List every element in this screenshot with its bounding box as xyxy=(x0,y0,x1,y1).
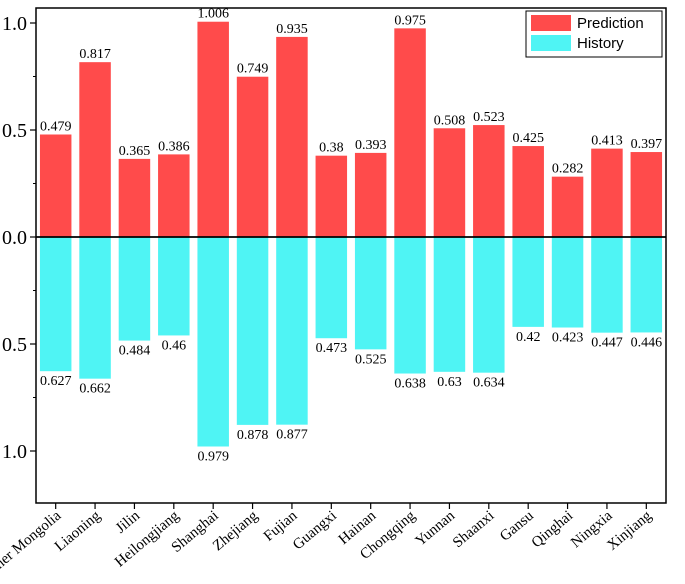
history-bar xyxy=(394,237,426,374)
prediction-value-label: 0.282 xyxy=(552,162,584,177)
legend-swatch xyxy=(531,15,571,31)
prediction-bar xyxy=(79,62,111,237)
axes: 1.0 0.5 0.0 0.5 1.0 xyxy=(2,7,667,509)
prediction-bar xyxy=(236,76,269,238)
history-bar xyxy=(354,237,387,350)
plot-frame xyxy=(35,7,667,504)
history-value-label: 0.634 xyxy=(473,376,505,391)
prediction-value-label: 0.386 xyxy=(158,139,190,154)
history-value-label: 0.979 xyxy=(197,450,229,465)
history-value-label: 0.447 xyxy=(591,336,623,351)
history-value-label: 0.662 xyxy=(79,382,111,397)
history-value-label: 0.525 xyxy=(355,352,387,367)
category-label: Zhejiang xyxy=(210,507,262,554)
prediction-bar xyxy=(433,128,466,237)
prediction-value-label: 0.479 xyxy=(40,119,72,134)
history-bar xyxy=(591,237,623,333)
history-bar xyxy=(158,237,190,336)
history-bar xyxy=(236,237,269,425)
prediction-value-label: 0.508 xyxy=(434,113,466,128)
prediction-bar xyxy=(630,152,663,237)
prediction-bar xyxy=(473,125,505,237)
prediction-bar xyxy=(394,28,426,237)
history-bar xyxy=(39,237,72,372)
history-value-label: 0.423 xyxy=(552,331,584,346)
prediction-bar xyxy=(39,134,72,237)
category-label: Liaoning xyxy=(52,507,104,554)
prediction-bar xyxy=(118,158,151,237)
history-bar xyxy=(512,237,544,327)
prediction-bar xyxy=(512,146,544,237)
prediction-value-label: 0.393 xyxy=(355,138,387,153)
legend-label: Prediction xyxy=(577,15,644,32)
history-bar xyxy=(315,237,348,339)
prediction-value-label: 0.413 xyxy=(591,134,623,149)
prediction-value-label: 0.935 xyxy=(276,22,308,37)
history-value-label: 0.877 xyxy=(276,428,308,443)
y-tick-label: 0.5 xyxy=(2,334,27,356)
history-value-label: 0.46 xyxy=(162,338,187,353)
history-bar xyxy=(197,237,229,447)
category-label: Xinjiang xyxy=(604,507,655,553)
legend-swatch xyxy=(531,35,571,51)
prediction-bar xyxy=(591,148,623,237)
prediction-bar xyxy=(315,155,348,237)
legend-label: History xyxy=(577,35,624,52)
prediction-bar xyxy=(354,152,387,237)
history-bar xyxy=(118,237,151,341)
prediction-value-label: 0.38 xyxy=(319,141,344,156)
history-value-label: 0.42 xyxy=(516,330,541,345)
prediction-bar xyxy=(551,176,584,237)
category-label: Jilin xyxy=(113,507,143,536)
history-bar xyxy=(630,237,663,333)
value-labels: 0.479 0.627 0.817 0.662 0.365 0.484 0.386 0.46 1… xyxy=(40,7,662,465)
prediction-value-label: 0.523 xyxy=(473,110,505,125)
prediction-value-label: 1.006 xyxy=(197,7,229,22)
prediction-bars xyxy=(39,21,663,238)
history-bar xyxy=(551,237,584,328)
category-label: Qinghai xyxy=(529,508,576,551)
y-tick-label: 1.0 xyxy=(2,441,27,463)
prediction-value-label: 0.425 xyxy=(512,131,544,146)
history-value-label: 0.446 xyxy=(631,335,663,350)
prediction-value-label: 0.975 xyxy=(394,13,426,28)
category-label: Shaanxi xyxy=(450,508,497,551)
history-value-label: 0.473 xyxy=(316,341,348,356)
legend: Prediction History xyxy=(525,10,663,58)
prediction-value-label: 0.749 xyxy=(237,62,269,77)
y-tick-label: 1.0 xyxy=(2,13,27,35)
prediction-bar xyxy=(276,36,308,237)
history-bars xyxy=(39,237,663,447)
history-value-label: 0.878 xyxy=(237,428,269,443)
history-bar xyxy=(433,237,466,372)
category-label: Yunnan xyxy=(413,507,459,549)
history-value-label: 0.63 xyxy=(437,375,462,390)
history-bar xyxy=(276,237,308,425)
history-value-label: 0.638 xyxy=(394,377,426,392)
y-tick-label: 0.0 xyxy=(2,227,27,249)
y-tick-label: 0.5 xyxy=(2,120,27,142)
prediction-bar xyxy=(158,154,190,237)
prediction-value-label: 0.397 xyxy=(631,137,663,152)
history-bar xyxy=(473,237,505,373)
history-value-label: 0.484 xyxy=(119,344,151,359)
history-value-label: 0.627 xyxy=(40,374,72,389)
prediction-value-label: 0.365 xyxy=(119,144,151,159)
history-bar xyxy=(79,237,111,379)
prediction-bar xyxy=(197,21,229,237)
category-label: Guangxi xyxy=(290,508,340,553)
prediction-value-label: 0.817 xyxy=(79,47,111,62)
